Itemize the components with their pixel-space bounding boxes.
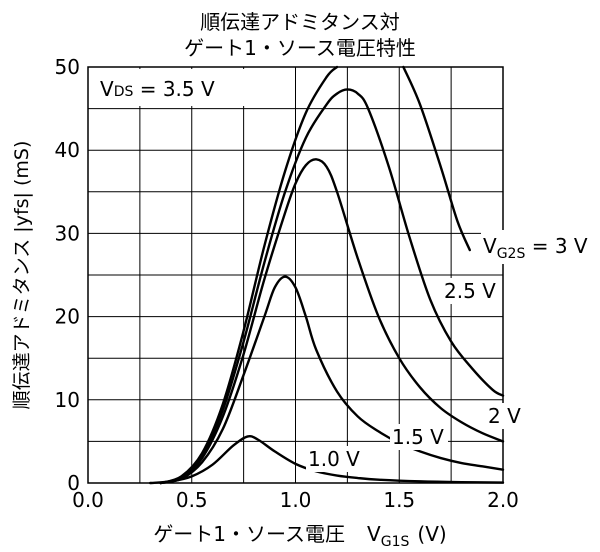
condition-label-value: = 3.5 V [133, 77, 215, 101]
x-axis-label-symbol-sub: G1S [381, 534, 410, 550]
chart-title-line-1: 順伝達アドミタンス対 [200, 10, 400, 34]
y-tick-label-2: 20 [55, 305, 80, 329]
series-curve-0 [149, 434, 505, 485]
grid [87, 66, 504, 484]
y-tick-label-5: 50 [55, 55, 80, 79]
curve-label-vg2s-3v-bg [481, 230, 598, 264]
curve-label-vg2s-sub: G2S [497, 246, 526, 262]
curve-label-vg2s-value: = 3 V [525, 234, 588, 258]
series-curve-4 [159, 65, 339, 485]
y-axis-label: 順伝達アドミタンス |yfs| (mS) [11, 141, 33, 410]
curve-label-2v: 2 V [488, 404, 521, 428]
x-tick-label-0: 0.0 [72, 488, 104, 512]
condition-label-box [90, 69, 262, 106]
curve-label-vg2s-prefix: V [483, 234, 497, 258]
curve-label-2-5v: 2.5 V [444, 279, 496, 303]
x-tick-label-2: 1.0 [280, 488, 312, 512]
curve-label-2-5v-bg [442, 278, 500, 304]
series-curves [149, 65, 505, 485]
plot-frame [87, 66, 504, 484]
x-axis-label: ゲート1・ソース電圧 VG1S (V) [153, 522, 446, 550]
curve-label-1-0v: 1.0 V [308, 447, 360, 471]
series-curve-2 [159, 158, 505, 485]
condition-label-prefix: V [100, 77, 114, 101]
curve-label-1-5v-bg [390, 424, 448, 450]
curve-label-2v-bg [486, 403, 526, 429]
y-tick-label-3: 30 [55, 221, 80, 245]
curve-label-vg2s-3v: VG2S = 3 V [483, 234, 588, 262]
x-axis-label-symbol: V [367, 522, 381, 546]
y-tick-label-0: 0 [67, 471, 80, 495]
curve-label-1-0v-bg [306, 446, 366, 472]
tick-labels: 0.0 0.5 1.0 1.5 2.0 0 10 20 30 40 50 [55, 55, 519, 512]
x-tick-label-3: 1.5 [383, 488, 415, 512]
series-curve-3 [159, 88, 505, 485]
curve-label-1-5v: 1.5 V [392, 425, 444, 449]
y-tick-label-4: 40 [55, 138, 80, 162]
x-tick-label-4: 2.0 [487, 488, 519, 512]
x-tick-label-1: 0.5 [176, 488, 208, 512]
series-curve-1 [159, 275, 505, 485]
series-curve-5 [402, 65, 471, 252]
x-axis-label-unit: (V) [417, 522, 446, 546]
x-axis-label-text: ゲート1・ソース電圧 [153, 522, 345, 546]
y-tick-label-1: 10 [55, 388, 80, 412]
condition-label-sub: DS [114, 84, 134, 100]
chart-title-line-2: ゲート1・ソース電圧特性 [184, 36, 416, 60]
condition-label: VDS = 3.5 V [100, 77, 215, 101]
